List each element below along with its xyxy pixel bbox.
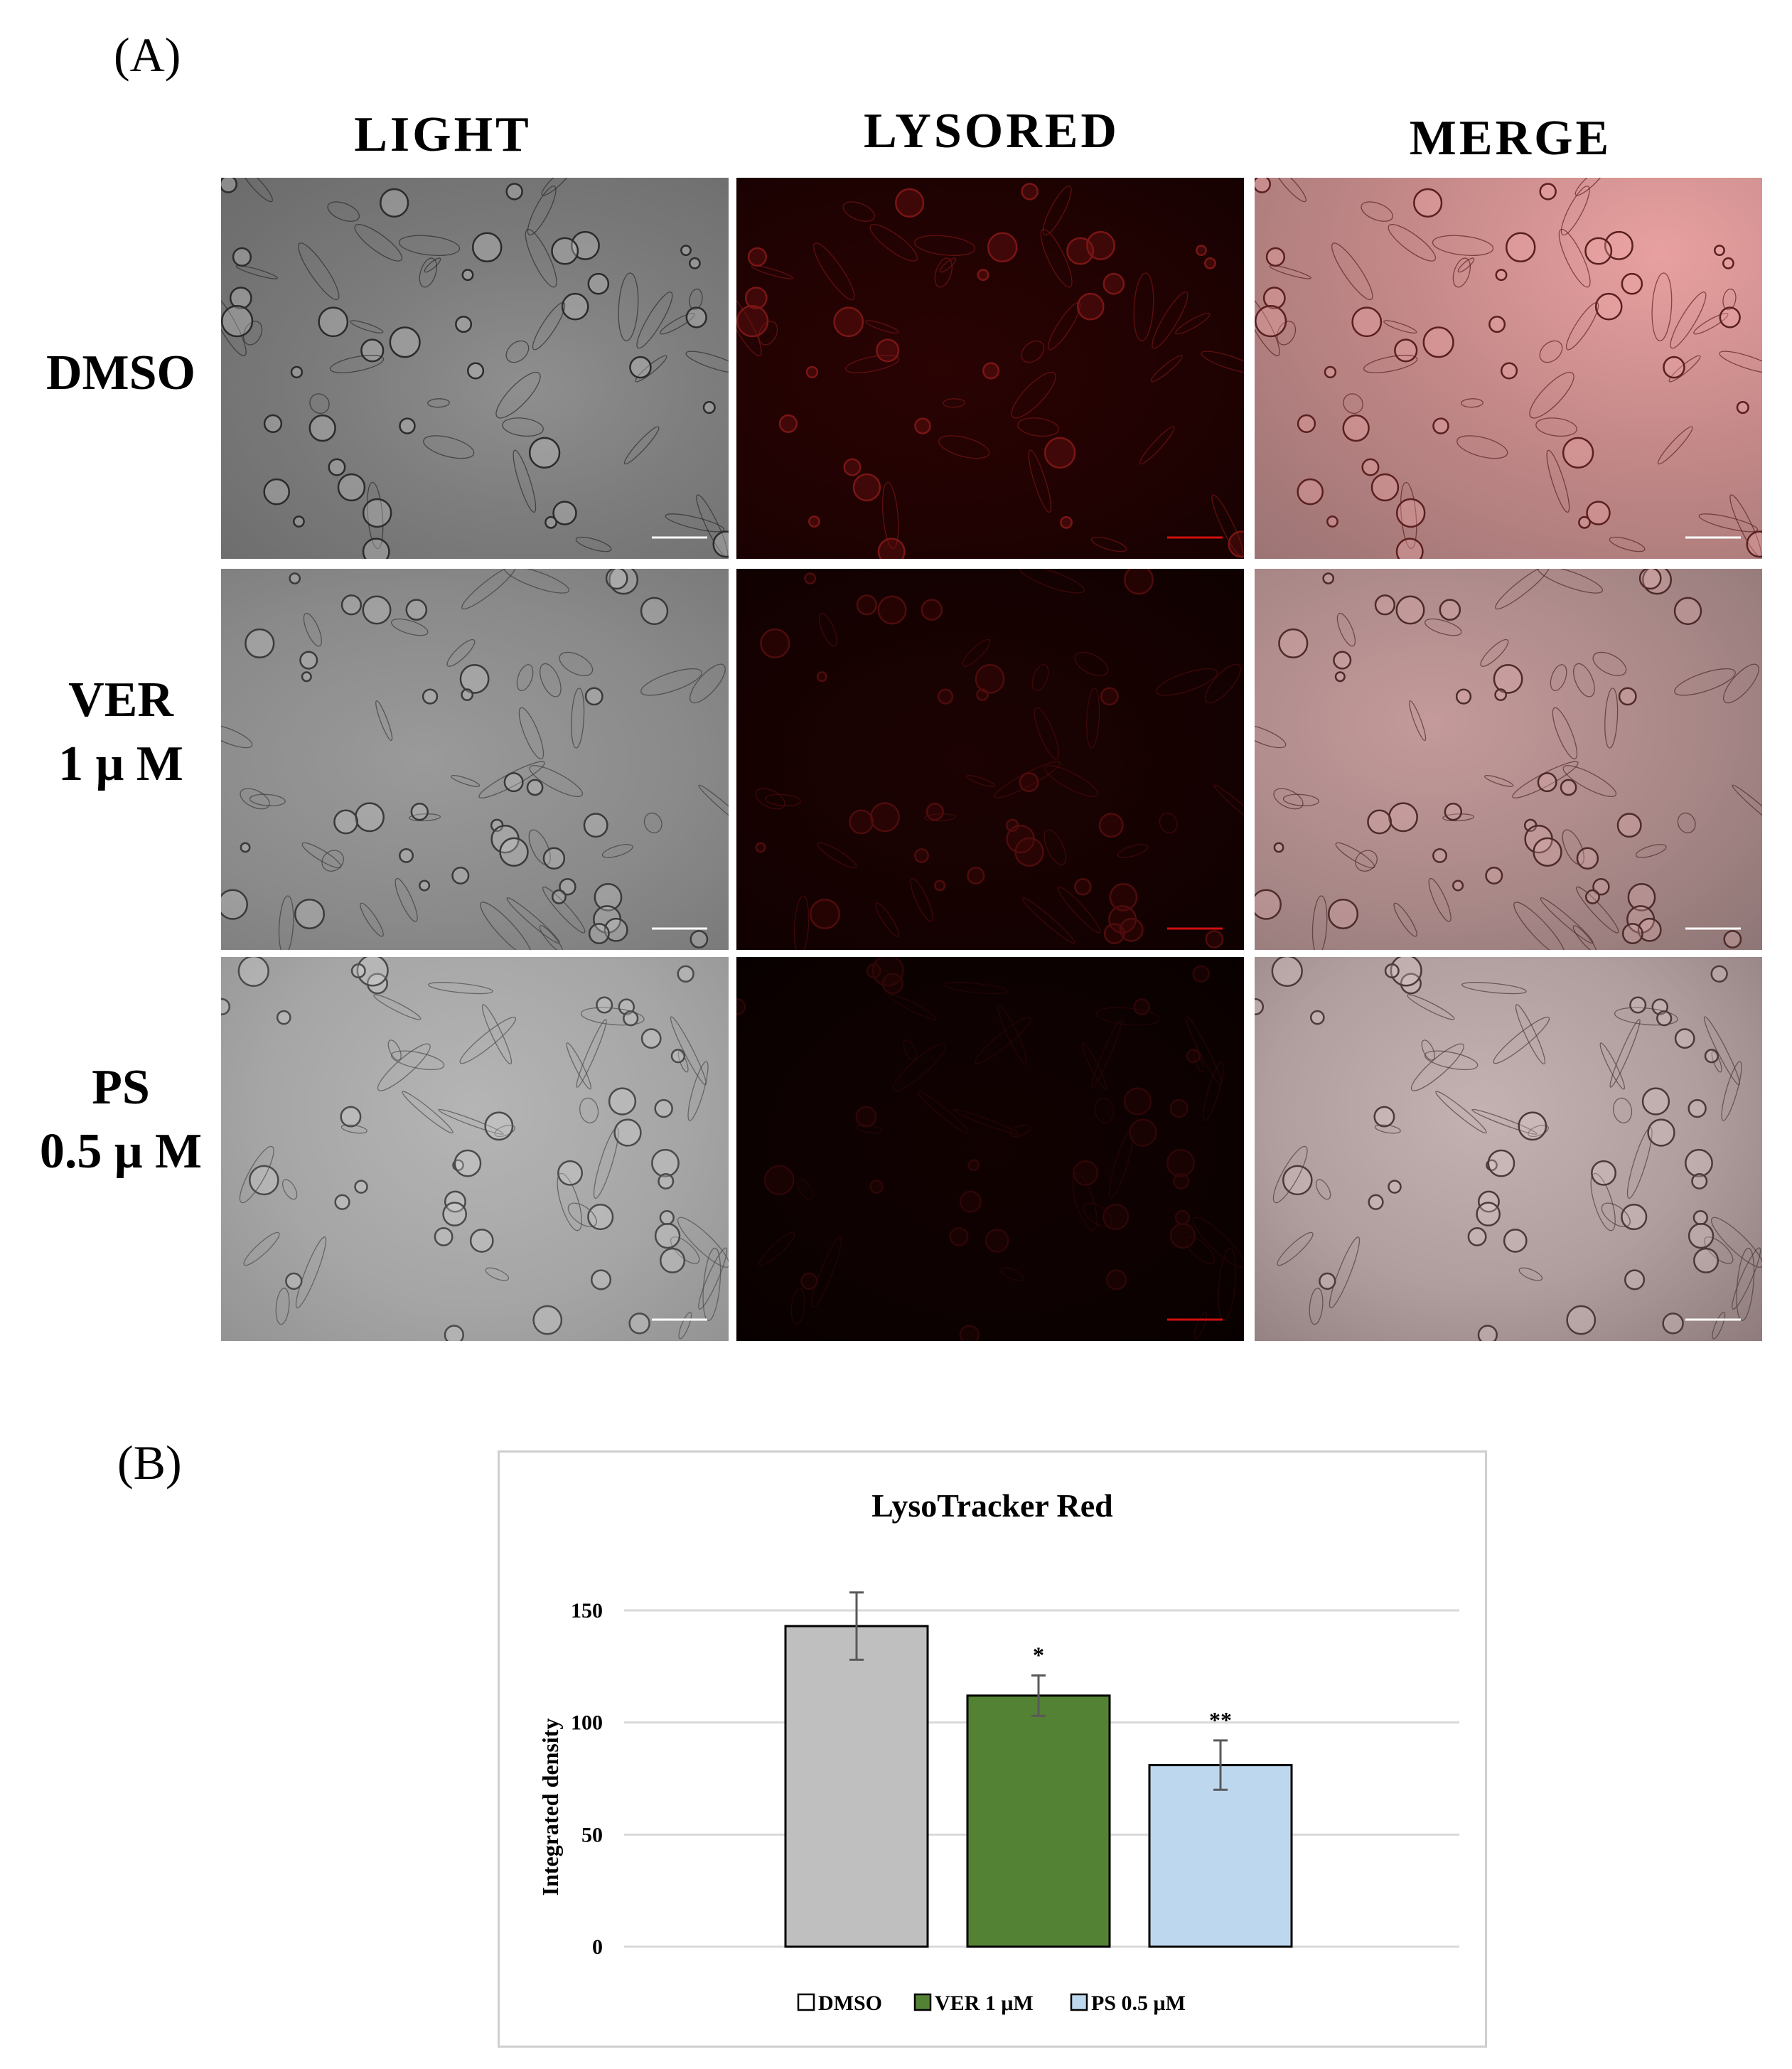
micrograph-lysored-dmso xyxy=(736,178,1244,559)
bar xyxy=(1148,1764,1293,1948)
bar xyxy=(784,1625,929,1948)
y-tick-label: 0 xyxy=(592,1935,603,1959)
micrograph-light-ver xyxy=(221,569,729,950)
significance-mark: * xyxy=(1033,1642,1044,1667)
legend-swatch xyxy=(797,1993,815,2011)
chart-frame: LysoTracker Red 0 50 100 150 Integrated densi… xyxy=(498,1450,1487,2048)
legend-label: VER 1 μM xyxy=(935,1992,1034,2015)
legend-label: DMSO xyxy=(818,1992,882,2015)
column-header-light: LIGHT xyxy=(354,107,532,162)
column-header-merge: MERGE xyxy=(1409,111,1612,166)
chart-title: LysoTracker Red xyxy=(871,1487,1113,1524)
legend-swatch xyxy=(1070,1993,1088,2011)
y-tick-label: 50 xyxy=(581,1823,603,1846)
legend-swatch xyxy=(913,1993,932,2011)
bar xyxy=(966,1694,1111,1948)
micrograph-light-dmso xyxy=(221,178,729,559)
micrograph-light-ps xyxy=(221,957,729,1341)
micrograph-merge-dmso xyxy=(1255,178,1762,559)
row-header-ps: PS 0.5 μ M xyxy=(39,1060,203,1179)
significance-mark: ** xyxy=(1209,1707,1232,1733)
y-axis-label: Integrated density xyxy=(537,1718,563,1896)
legend-label: PS 0.5 μM xyxy=(1091,1992,1186,2015)
column-header-lysored: LYSORED xyxy=(864,104,1120,159)
micrograph-merge-ps xyxy=(1255,957,1762,1341)
micrograph-lysored-ver xyxy=(736,569,1244,950)
micrograph-lysored-ps xyxy=(736,957,1244,1341)
row-header-ver: VER 1 μ M xyxy=(58,673,183,791)
panel-a-label: (A) xyxy=(114,28,181,82)
y-tick-label: 150 xyxy=(571,1599,603,1622)
panel-b-label: (B) xyxy=(117,1436,182,1490)
row-header-dmso: DMSO xyxy=(46,346,195,400)
y-tick-label: 100 xyxy=(571,1711,603,1735)
bar-chart: LysoTracker Red 0 50 100 150 Integrated densi… xyxy=(537,1487,1459,2015)
micrograph-merge-ver xyxy=(1255,569,1762,950)
